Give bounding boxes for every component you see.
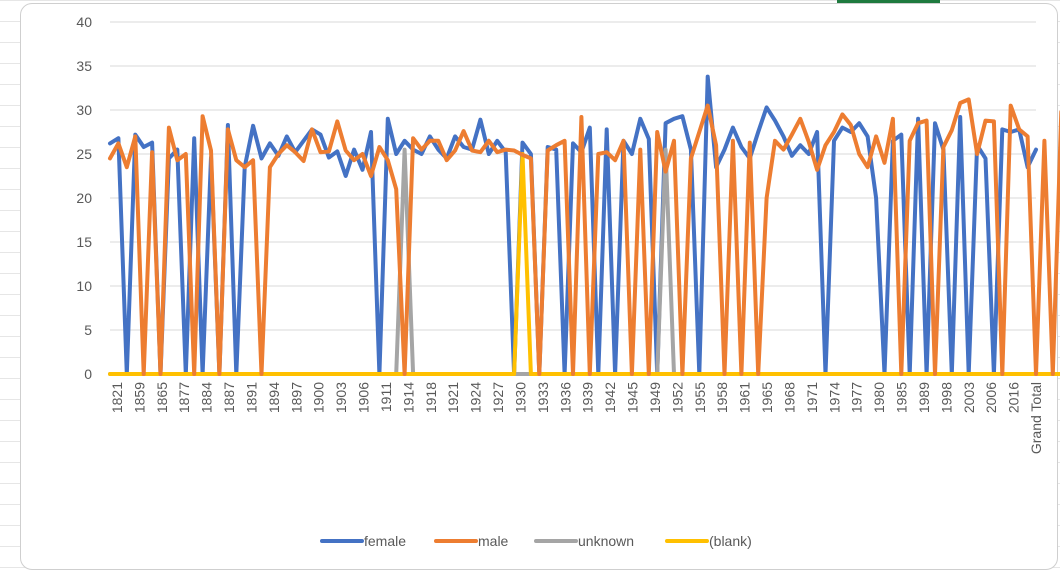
- x-tick-label-24: 1949: [647, 382, 663, 413]
- x-tick-label-22: 1942: [602, 382, 618, 413]
- x-tick-label-19: 1933: [535, 382, 551, 413]
- x-tick-label-33: 1977: [849, 382, 865, 413]
- x-tick-label-28: 1961: [737, 382, 753, 413]
- x-tick-label-9: 1900: [311, 382, 327, 413]
- x-tick-label-41: Grand Total: [1028, 382, 1044, 454]
- x-tick-label-29: 1965: [759, 382, 775, 413]
- legend-label-3: (blank): [709, 533, 752, 549]
- y-tick-label-40: 40: [76, 14, 92, 30]
- y-tick-label-15: 15: [76, 234, 92, 250]
- x-tick-label-39: 2006: [983, 382, 999, 413]
- x-tick-label-32: 1974: [826, 382, 842, 413]
- series-line-blank: [108, 152, 1060, 376]
- x-tick-label-34: 1980: [871, 382, 887, 413]
- y-tick-label-5: 5: [84, 322, 92, 338]
- series-lines: [108, 74, 1060, 376]
- x-tick-label-3: 1877: [176, 382, 192, 413]
- x-tick-label-38: 2003: [961, 382, 977, 413]
- x-tick-label-2: 1865: [154, 382, 170, 413]
- x-tick-label-18: 1930: [512, 382, 528, 413]
- y-axis-tick-labels: 0 5 10 15 20 25 30 35 40: [76, 14, 92, 382]
- x-tick-label-37: 1998: [938, 382, 954, 413]
- x-tick-label-21: 1939: [580, 382, 596, 413]
- y-tick-label-10: 10: [76, 278, 92, 294]
- y-tick-label-25: 25: [76, 146, 92, 162]
- x-tick-label-16: 1924: [468, 382, 484, 413]
- x-tick-label-35: 1985: [894, 382, 910, 413]
- x-tick-label-26: 1955: [692, 382, 708, 413]
- legend-label-1: male: [478, 533, 509, 549]
- x-tick-label-4: 1884: [199, 382, 215, 413]
- x-tick-label-10: 1903: [333, 382, 349, 413]
- x-tick-label-12: 1911: [378, 382, 394, 412]
- x-tick-label-23: 1945: [625, 382, 641, 413]
- y-tick-label-35: 35: [76, 58, 92, 74]
- x-tick-label-36: 1989: [916, 382, 932, 413]
- series-line-male: [108, 97, 1060, 376]
- x-tick-label-0: 1821: [109, 382, 125, 413]
- series-line-female: [108, 74, 1038, 376]
- x-tick-label-17: 1927: [490, 382, 506, 413]
- y-tick-label-0: 0: [84, 366, 92, 382]
- legend-label-2: unknown: [578, 533, 634, 549]
- x-axis-tick-labels: 1821 1859 1865 1877 1884 1887 1891 1894 1897 1900…: [109, 382, 1044, 454]
- x-tick-label-31: 1971: [804, 382, 820, 413]
- x-tick-label-14: 1918: [423, 382, 439, 413]
- y-tick-label-20: 20: [76, 190, 92, 206]
- x-tick-label-25: 1952: [669, 382, 685, 413]
- x-tick-label-15: 1921: [445, 382, 461, 413]
- legend-label-0: female: [364, 533, 406, 549]
- x-tick-label-11: 1906: [356, 382, 372, 413]
- legend: female male unknown (blank): [320, 533, 752, 549]
- x-tick-label-7: 1894: [266, 382, 282, 413]
- x-tick-label-30: 1968: [781, 382, 797, 413]
- x-tick-label-6: 1891: [243, 382, 259, 413]
- x-tick-label-8: 1897: [288, 382, 304, 413]
- x-tick-label-13: 1914: [400, 382, 416, 413]
- x-tick-label-40: 2016: [1006, 382, 1022, 413]
- x-tick-label-27: 1958: [714, 382, 730, 413]
- x-tick-label-1: 1859: [131, 382, 147, 413]
- selected-cell-indicator: [837, 0, 940, 3]
- x-tick-label-20: 1936: [557, 382, 573, 413]
- y-tick-label-30: 30: [76, 102, 92, 118]
- x-tick-label-5: 1887: [221, 382, 237, 413]
